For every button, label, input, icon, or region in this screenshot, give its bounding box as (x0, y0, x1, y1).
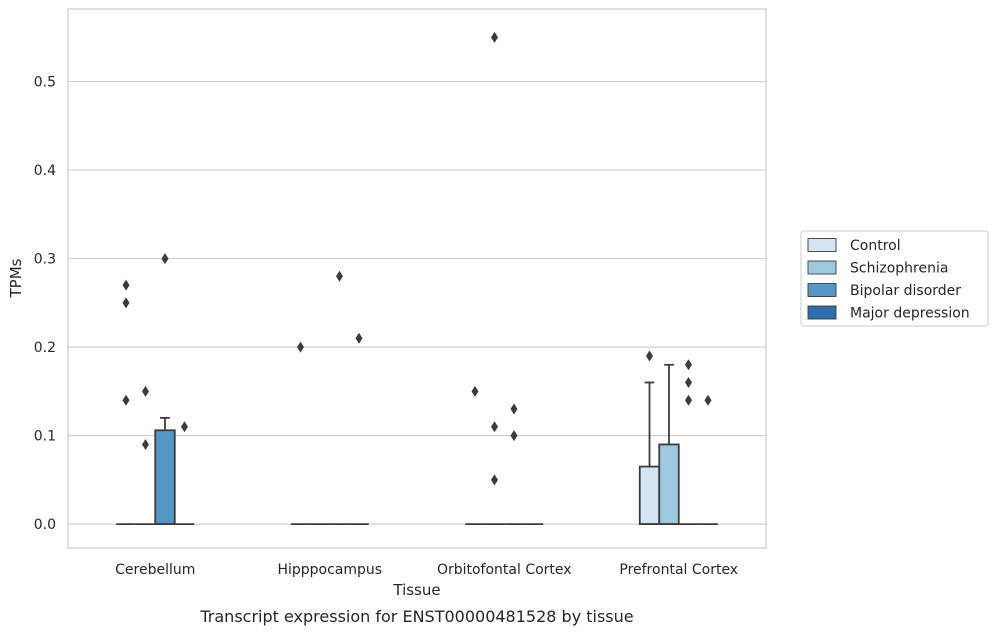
box-group (678, 359, 699, 526)
outlier-point (685, 376, 692, 388)
outlier-point (491, 421, 498, 433)
legend-swatch (807, 305, 837, 320)
outlier-point (161, 253, 169, 265)
legend: Control Schizophrenia Bipolar disorder Majo… (800, 230, 989, 327)
outlier-point (297, 341, 304, 353)
x-tick-label: Hipppocampus (277, 562, 382, 578)
legend-swatch (807, 260, 837, 275)
box-group (154, 253, 176, 526)
outlier-point (471, 385, 479, 397)
box-group (174, 421, 195, 526)
legend-swatch (807, 238, 837, 252)
legend-label: Control (850, 238, 901, 254)
outlier-point (685, 394, 692, 406)
outlier-point (142, 438, 149, 450)
legend-label: Schizophrenia (850, 261, 948, 277)
outlier-point (122, 297, 130, 309)
box-group (658, 363, 680, 526)
outlier-point (122, 279, 130, 291)
box-group (116, 279, 136, 526)
box-group (290, 341, 311, 526)
outlier-point (491, 474, 498, 486)
y-tick-label: 0.3 (34, 252, 56, 268)
figure-caption: Transcript expression for ENST0000048152… (199, 607, 633, 626)
outlier-point (646, 350, 653, 362)
x-axis-ticks: Cerebellum Hipppocampus Orbitofontal Corte… (115, 562, 738, 578)
y-tick-label: 0.2 (34, 340, 56, 356)
x-tick-label: Cerebellum (115, 562, 195, 578)
outlier-point (510, 430, 518, 442)
box-group (484, 31, 505, 526)
x-tick-label: Orbitofontal Cortex (437, 562, 572, 578)
y-tick-label: 0.4 (34, 163, 56, 179)
outlier-point (704, 394, 712, 406)
legend-label: Major depression (850, 306, 970, 322)
box-group (329, 270, 350, 526)
box (154, 429, 176, 526)
y-axis-label: TPMs (7, 258, 25, 298)
box-group (638, 350, 661, 526)
outlier-point (181, 421, 188, 433)
box-group (465, 385, 485, 526)
box-group (504, 403, 524, 526)
box-group (135, 385, 156, 526)
x-tick-label: Prefrontal Cortex (619, 562, 738, 578)
outlier-point (355, 332, 363, 344)
y-tick-label: 0.1 (34, 429, 56, 445)
outlier-point (336, 270, 343, 282)
outlier-point (491, 31, 498, 43)
y-tick-label: 0.0 (34, 517, 56, 533)
box (658, 443, 680, 526)
legend-frame (800, 230, 989, 327)
y-tick-label: 0.5 (34, 75, 56, 91)
outlier-point (685, 359, 692, 371)
box-plot-marks (116, 31, 718, 526)
box (638, 465, 661, 526)
x-axis-label: Tissue (392, 581, 440, 599)
outlier-point (510, 403, 518, 415)
box-group (698, 394, 718, 526)
legend-swatch (807, 283, 837, 297)
y-axis-ticks: 0.0 0.1 0.2 0.3 0.4 0.5 (34, 75, 56, 534)
plot-area-frame (67, 8, 767, 549)
outlier-point (122, 394, 130, 406)
box-group (349, 332, 369, 526)
outlier-point (142, 385, 149, 397)
legend-label: Bipolar disorder (850, 283, 961, 299)
